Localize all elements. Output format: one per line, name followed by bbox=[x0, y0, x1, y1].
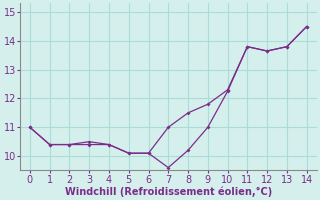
X-axis label: Windchill (Refroidissement éolien,°C): Windchill (Refroidissement éolien,°C) bbox=[65, 186, 272, 197]
